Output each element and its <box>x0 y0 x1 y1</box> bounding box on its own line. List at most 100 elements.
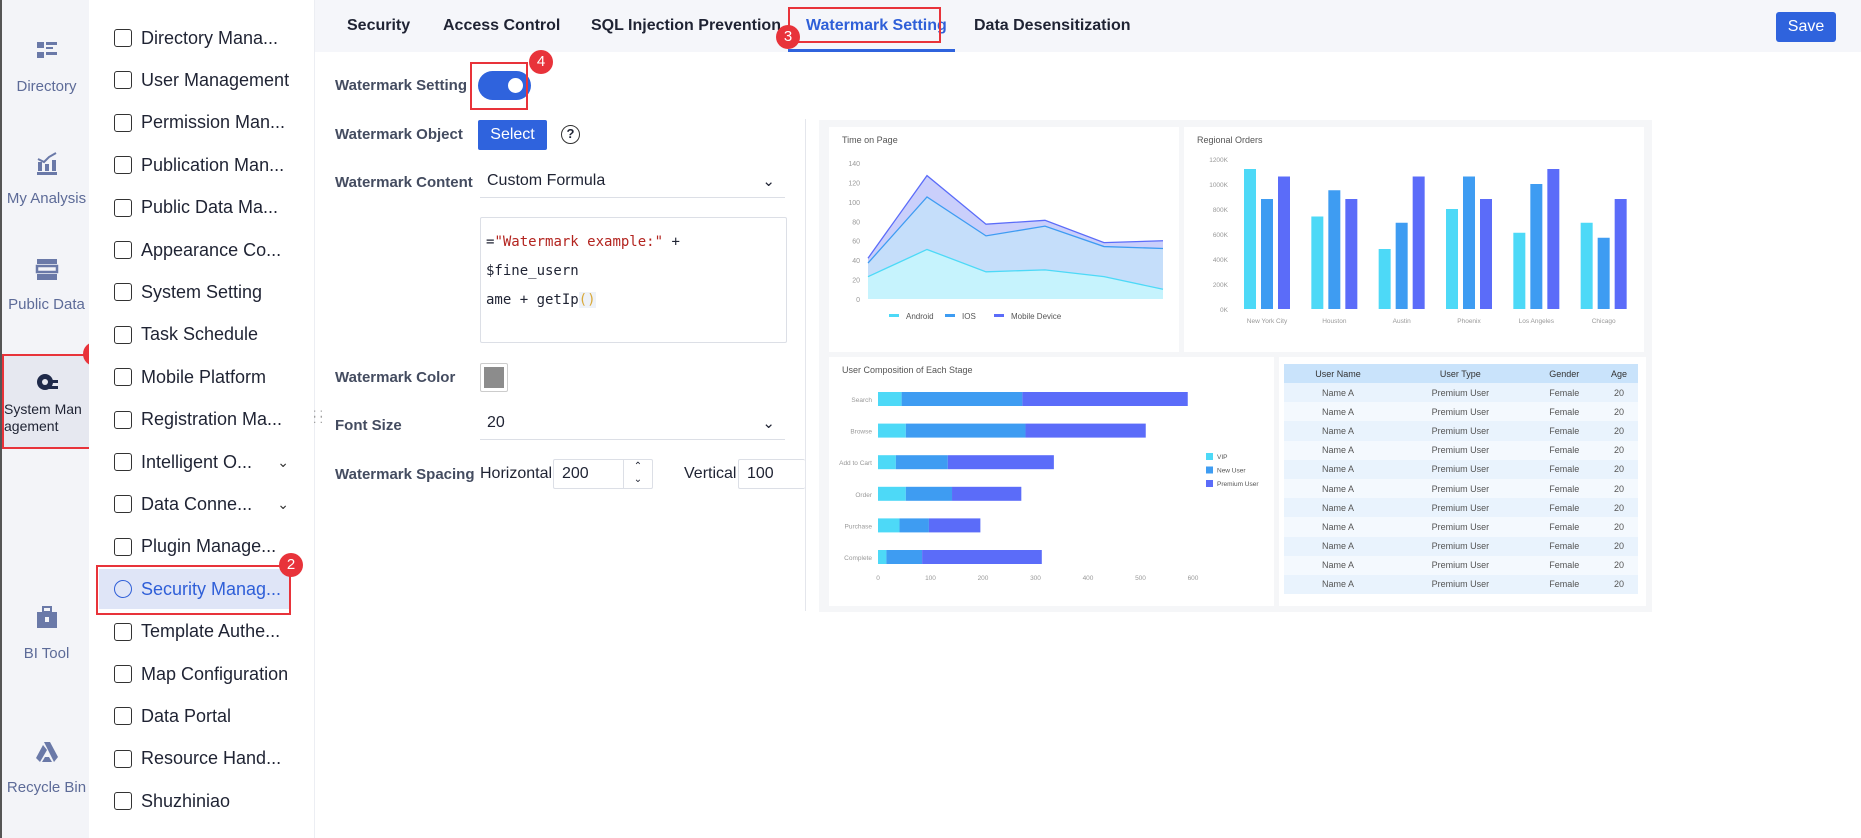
menu-item[interactable]: Shuzhiniao <box>99 781 289 821</box>
rail-label: System Man <box>4 401 82 417</box>
watermark-color-label: Watermark Color <box>335 369 456 386</box>
menu-item[interactable]: Intelligent O... ⌄ <box>99 442 289 482</box>
menu-item[interactable]: Data Conne... ⌄ <box>99 484 289 524</box>
input-value: 200 <box>562 465 589 482</box>
x-tick-label: 100 <box>925 575 936 582</box>
table-cell: 20 <box>1613 579 1624 590</box>
menu-item[interactable]: Plugin Manage... <box>99 527 289 567</box>
help-icon[interactable]: ? <box>561 125 580 144</box>
step-badge-3: 3 <box>776 25 800 49</box>
menu-icon <box>114 29 132 47</box>
user-composition-panel: User Composition of Each Stage Search Bro… <box>829 357 1274 606</box>
column-header: Gender <box>1549 368 1580 379</box>
x-tick-label: 400 <box>1083 575 1094 582</box>
menu-label: Template Authe... <box>141 621 281 642</box>
bar-segment <box>886 550 923 564</box>
chevron-down-icon[interactable]: ⌄ <box>277 495 289 512</box>
menu-icon <box>114 792 132 811</box>
x-tick-label: 500 <box>1135 575 1146 582</box>
color-picker[interactable] <box>480 363 508 392</box>
drag-handle[interactable]: : :: : <box>313 406 324 426</box>
y-tick-label: Complete <box>844 555 872 562</box>
spin-stepper[interactable]: ⌃ ⌄ <box>623 460 652 488</box>
rail-label: BI Tool <box>23 645 70 662</box>
y-tick-label: Browse <box>850 429 872 436</box>
save-button[interactable]: Save <box>1776 12 1836 42</box>
menu-item[interactable]: Security Manag... <box>99 569 289 610</box>
rail-item-public-data[interactable]: Public Data <box>2 256 91 313</box>
menu-item[interactable]: Map Configuration <box>99 654 289 694</box>
table-cell: Female <box>1549 445 1580 456</box>
table-cell: 20 <box>1613 445 1624 456</box>
rail-label: agement <box>4 418 59 434</box>
menu-icon <box>114 580 132 599</box>
menu-item[interactable]: Resource Hand... <box>99 739 289 779</box>
menu-item[interactable]: System Setting <box>99 272 289 312</box>
rail-item-my-analysis[interactable]: My Analysis <box>2 150 91 207</box>
tab-sql-injection-prevention[interactable]: SQL Injection Prevention <box>591 17 781 34</box>
table-row: Name A Premium User Female 20 <box>1284 440 1638 460</box>
table-cell: 20 <box>1613 560 1624 571</box>
formula-editor[interactable]: ="Watermark example:" + $fine_usern ame … <box>480 217 787 343</box>
y-tick-label: 0 <box>856 297 860 304</box>
select-object-button[interactable]: Select <box>478 120 547 150</box>
table-cell: Premium User <box>1431 502 1490 513</box>
tab-watermark-setting[interactable]: Watermark Setting <box>806 17 947 34</box>
menu-label: Data Portal <box>141 705 232 726</box>
tab-data-desensitization[interactable]: Data Desensitization <box>974 17 1131 34</box>
toggle-knob <box>508 78 523 93</box>
menu-item[interactable]: Registration Ma... <box>99 400 289 440</box>
menu-item[interactable]: Appearance Co... <box>99 230 289 270</box>
rail-item-system-management[interactable]: System Man agement <box>2 354 91 449</box>
menu-item[interactable]: Mobile Platform <box>99 357 289 397</box>
table-row: Name A Premium User Female 20 <box>1284 517 1638 537</box>
y-tick-label: 1200K <box>1209 157 1228 164</box>
bar-segment <box>905 423 1026 438</box>
tab-access-control[interactable]: Access Control <box>443 17 561 34</box>
rail-item-recycle-bin[interactable]: Recycle Bin <box>2 739 91 796</box>
menu-item[interactable]: Task Schedule <box>99 315 289 355</box>
x-tick-label: 300 <box>1030 575 1041 582</box>
legend-label: IOS <box>962 312 976 321</box>
x-tick-label: Chicago <box>1592 318 1616 325</box>
menu-item[interactable]: Permission Man... <box>99 103 289 143</box>
menu-icon <box>114 410 132 429</box>
rail-item-bi-tool[interactable]: BI Tool <box>2 605 91 662</box>
font-size-dropdown[interactable]: 20 ⌄ <box>480 414 785 440</box>
bar-segment <box>947 455 1054 470</box>
menu-label: Data Conne... <box>141 493 253 514</box>
regional-orders-panel: Regional Orders 0K 200K 400K 600K 800K 1000K 1… <box>1184 127 1644 352</box>
menu-item[interactable]: User Management <box>99 60 289 100</box>
menu-item[interactable]: Public Data Ma... <box>99 188 289 228</box>
table-cell: Name A <box>1322 579 1355 590</box>
vertical-spacing-input[interactable]: 100 <box>738 459 805 489</box>
x-tick-label: Los Angeles <box>1519 318 1555 325</box>
bar <box>1395 222 1408 309</box>
legend-swatch <box>1206 480 1213 487</box>
menu-item[interactable]: Data Portal <box>99 696 289 736</box>
table-cell: Premium User <box>1431 464 1490 475</box>
bar <box>1261 199 1273 309</box>
watermark-toggle[interactable] <box>478 71 531 100</box>
chevron-down-icon[interactable]: ⌄ <box>277 453 289 470</box>
series-line-0 <box>867 248 1164 290</box>
menu-item[interactable]: Template Authe... <box>99 612 289 652</box>
legend-swatch <box>945 314 955 317</box>
tab-security[interactable]: Security <box>347 17 411 34</box>
bar-segment <box>878 423 906 438</box>
menu-icon <box>114 537 132 556</box>
table-cell: 20 <box>1613 541 1624 552</box>
x-tick-label: 0 <box>876 575 880 582</box>
menu-icon <box>114 113 132 132</box>
series-line-1 <box>867 196 1164 264</box>
horizontal-spacing-input[interactable]: 200 ⌃ ⌄ <box>553 459 653 489</box>
x-tick-label: Phoenix <box>1457 318 1481 325</box>
bar <box>1446 209 1458 309</box>
content-type-dropdown[interactable]: Custom Formula ⌄ <box>480 172 785 198</box>
rail-item-directory[interactable]: Directory <box>2 38 91 95</box>
table-row: Name A Premium User Female 20 <box>1284 555 1638 575</box>
y-tick-label: 1000K <box>1209 182 1228 189</box>
table-cell: Name A <box>1322 406 1355 417</box>
menu-item[interactable]: Publication Man... <box>99 145 289 185</box>
menu-item[interactable]: Directory Mana... <box>99 18 289 58</box>
